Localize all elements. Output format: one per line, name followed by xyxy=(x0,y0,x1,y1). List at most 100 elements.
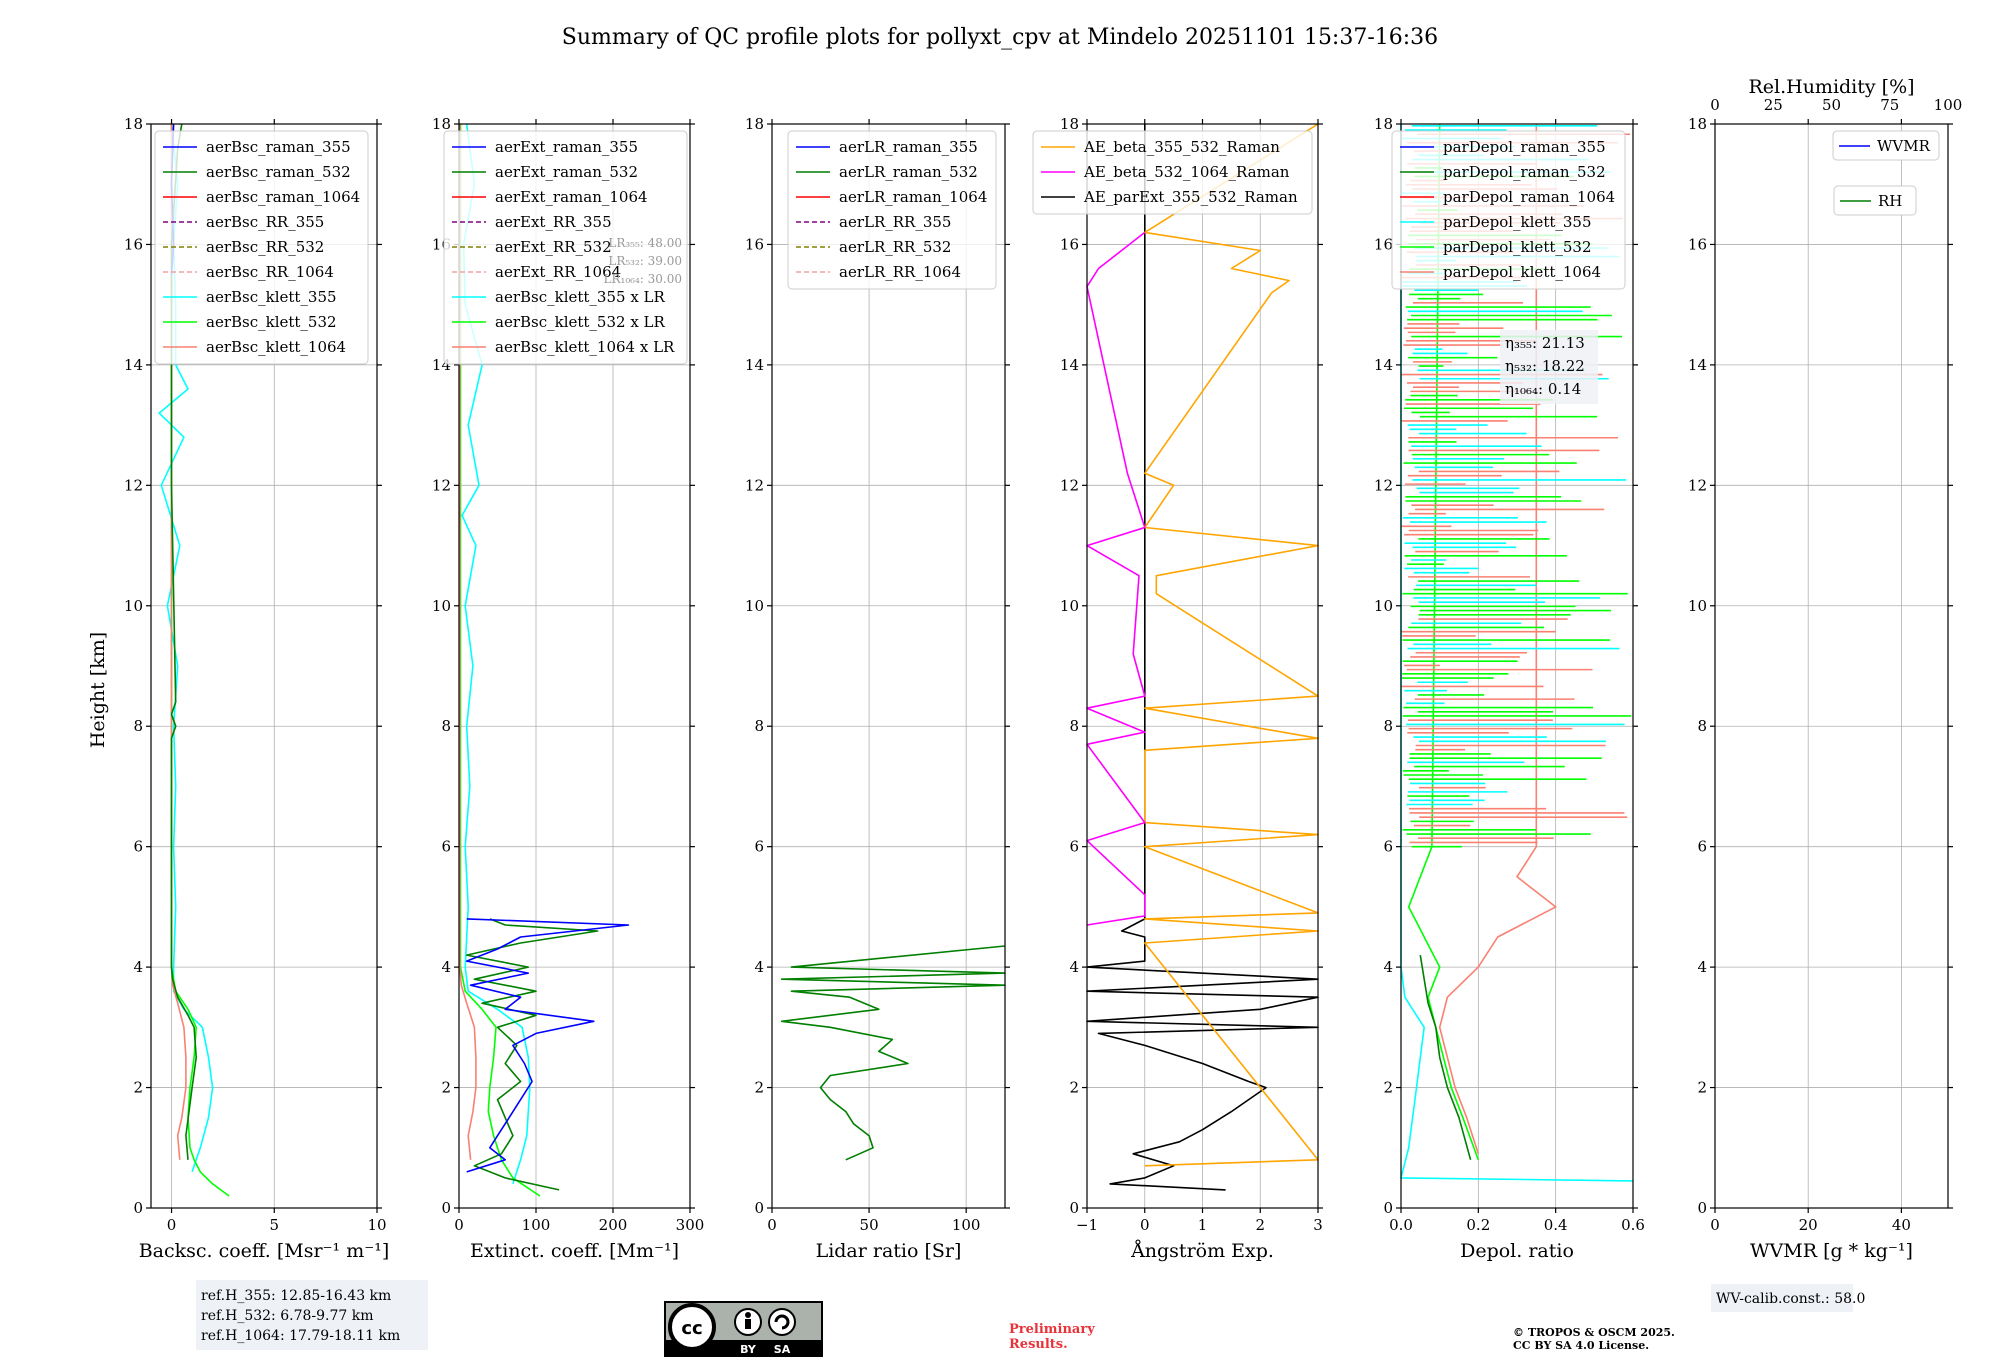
eta-note-2: η₁₀₆₄: 0.14 xyxy=(1505,380,1581,398)
eta-note-0: η₃₅₅: 21.13 xyxy=(1505,334,1585,352)
ytick-label-ae-9: 18 xyxy=(1060,115,1079,133)
series-depol-pardepol-klett-1064 xyxy=(1438,124,1557,1155)
legend-ext: aerExt_raman_355 aerExt_raman_532 aerExt_r… xyxy=(443,130,688,365)
series-bsc-aerbsc-klett-355 xyxy=(158,123,214,1173)
xtick-label-ae-3: 2 xyxy=(1255,1216,1265,1234)
xtick-label-bsc-2: 10 xyxy=(367,1216,386,1234)
series-depol-pardepol-raman-532 xyxy=(1419,954,1472,1161)
xtick-label-ext-2: 200 xyxy=(599,1216,628,1234)
xtick-label-ext-0: 0 xyxy=(454,1216,464,1234)
ytick-label-bsc-1: 2 xyxy=(133,1079,143,1097)
wv-calib-box xyxy=(1711,1284,1853,1312)
x-axis-label-depol: Depol. ratio xyxy=(1460,1240,1574,1262)
ytick-label-depol-1: 2 xyxy=(1383,1079,1393,1097)
top-axis-label-wv: Rel.Humidity [%] xyxy=(1748,76,1914,98)
xtick-label-ae-1: 0 xyxy=(1140,1216,1150,1234)
legend-label-bsc-4: aerBsc_RR_532 xyxy=(206,238,324,256)
xtick-label-wv-1: 20 xyxy=(1799,1216,1818,1234)
ytick-label-depol-2: 4 xyxy=(1383,958,1393,976)
ytick-label-ext-6: 12 xyxy=(432,476,451,494)
legend-label-depol-3: parDepol_klett_355 xyxy=(1443,213,1592,231)
ytick-label-ext-9: 18 xyxy=(432,115,451,133)
legend-label-depol-4: parDepol_klett_532 xyxy=(1443,238,1592,256)
refh-532: ref.H_532: 6.78-9.77 km xyxy=(201,1308,374,1324)
legend-label-lr-1: aerLR_raman_532 xyxy=(839,163,978,181)
ytick-label-bsc-0: 0 xyxy=(133,1199,143,1217)
legend-label-ext-7: aerBsc_klett_532 x LR xyxy=(495,313,666,331)
series-ext-aerext-raman-532 xyxy=(465,918,599,1191)
ytick-label-ext-3: 6 xyxy=(441,838,451,856)
legend-label-ext-2: aerExt_raman_1064 xyxy=(495,188,648,206)
ytick-label-bsc-4: 8 xyxy=(133,717,143,735)
preliminary-line-1: Preliminary xyxy=(1009,1322,1095,1337)
series-depol-pardepol-klett-355 xyxy=(1400,124,1634,1182)
ytick-label-bsc-6: 12 xyxy=(124,476,143,494)
legend-label-lr-5: aerLR_RR_1064 xyxy=(839,263,961,281)
top-xtick-label-wv-4: 100 xyxy=(1934,96,1963,114)
axes-frame-ext xyxy=(458,123,691,1209)
ytick-label-bsc-3: 6 xyxy=(133,838,143,856)
ytick-label-wv-7: 14 xyxy=(1688,356,1707,374)
panel-bsc: 0 2 4 6 8 10 12 14 16 18 0 5 10 Backsc. coeff. [Msr⁻¹… xyxy=(124,115,389,1262)
svg-text:BY: BY xyxy=(740,1343,757,1356)
series-bsc-aerbsc-klett-1064 xyxy=(170,124,187,1160)
figure-title: Summary of QC profile plots for pollyxt_… xyxy=(562,25,1438,50)
ytick-label-wv-3: 6 xyxy=(1697,838,1707,856)
ytick-label-lr-2: 4 xyxy=(754,958,764,976)
ytick-label-lr-4: 8 xyxy=(754,717,764,735)
ytick-label-ae-8: 16 xyxy=(1060,235,1079,253)
top-xtick-label-wv-0: 0 xyxy=(1710,96,1720,114)
ytick-label-ae-0: 0 xyxy=(1069,1199,1079,1217)
ytick-label-wv-5: 10 xyxy=(1688,597,1707,615)
ytick-label-ae-1: 2 xyxy=(1069,1079,1079,1097)
ytick-label-ae-7: 14 xyxy=(1060,356,1079,374)
ytick-label-depol-8: 16 xyxy=(1374,235,1393,253)
legend-label-depol-1: parDepol_raman_532 xyxy=(1443,163,1606,181)
legend-wv-wvmr: WVMR xyxy=(1832,130,1940,161)
x-axis-label-ext: Extinct. coeff. [Mm⁻¹] xyxy=(470,1240,679,1262)
ytick-label-ext-4: 8 xyxy=(441,717,451,735)
xtick-label-depol-1: 0.2 xyxy=(1466,1216,1490,1234)
cc-by-sa-badge: cc BY SA xyxy=(664,1301,823,1357)
ytick-label-depol-6: 12 xyxy=(1374,476,1393,494)
lr-note-1: LR₅₃₂: 39.00 xyxy=(608,254,682,268)
ytick-label-ae-4: 8 xyxy=(1069,717,1079,735)
legend-ae: AE_beta_355_532_Raman AE_beta_532_1064_Ra… xyxy=(1032,130,1313,215)
xtick-label-depol-3: 0.6 xyxy=(1621,1216,1645,1234)
legend-label-lr-2: aerLR_raman_1064 xyxy=(839,188,987,206)
series-ext-aerbsc-klett-355-x-lr xyxy=(461,123,531,1185)
xtick-label-ext-1: 100 xyxy=(522,1216,551,1234)
lr-note-2: LR₁₀₆₄: 30.00 xyxy=(604,272,682,286)
refh-1064: ref.H_1064: 17.79-18.11 km xyxy=(201,1328,400,1344)
legend-label-lr-3: aerLR_RR_355 xyxy=(839,213,951,231)
axes-frame-lr xyxy=(771,123,1006,1209)
ytick-label-ext-1: 2 xyxy=(441,1079,451,1097)
legend-label-depol-2: parDepol_raman_1064 xyxy=(1443,188,1615,206)
legend-label-ext-4: aerExt_RR_532 xyxy=(495,238,612,256)
svg-text:SA: SA xyxy=(774,1343,791,1356)
ytick-label-bsc-2: 4 xyxy=(133,958,143,976)
legend-label-ext-1: aerExt_raman_532 xyxy=(495,163,638,181)
ytick-label-ae-6: 12 xyxy=(1060,476,1079,494)
legend-label-bsc-2: aerBsc_raman_1064 xyxy=(206,188,360,206)
ytick-label-wv-4: 8 xyxy=(1697,717,1707,735)
ytick-label-lr-8: 16 xyxy=(745,235,764,253)
series-ae-ae-beta-532-1064-raman xyxy=(1086,231,1146,926)
ytick-label-wv-9: 18 xyxy=(1688,115,1707,133)
series-lr-aerlr-raman-532 xyxy=(780,945,1006,1161)
series-ext-aerbsc-klett-1064-x-lr xyxy=(458,124,477,1160)
ytick-label-depol-4: 8 xyxy=(1383,717,1393,735)
copyright-line-2: CC BY SA 4.0 License. xyxy=(1513,1339,1649,1352)
legend-label-wvmr: WVMR xyxy=(1877,137,1931,155)
ytick-label-wv-2: 4 xyxy=(1697,958,1707,976)
series-ae-ae-parext-355-532-raman xyxy=(1086,124,1319,1191)
legend-lr: aerLR_raman_355 aerLR_raman_532 aerLR_rama… xyxy=(787,130,997,290)
top-xtick-label-wv-1: 25 xyxy=(1764,96,1783,114)
xtick-label-ae-2: 1 xyxy=(1198,1216,1208,1234)
ytick-label-depol-9: 18 xyxy=(1374,115,1393,133)
series-ext-aerext-raman-355 xyxy=(465,918,630,1173)
copyright-line-1: © TROPOS & OSCM 2025. xyxy=(1513,1326,1675,1339)
top-xtick-label-wv-3: 75 xyxy=(1880,96,1899,114)
ytick-label-ext-5: 10 xyxy=(432,597,451,615)
